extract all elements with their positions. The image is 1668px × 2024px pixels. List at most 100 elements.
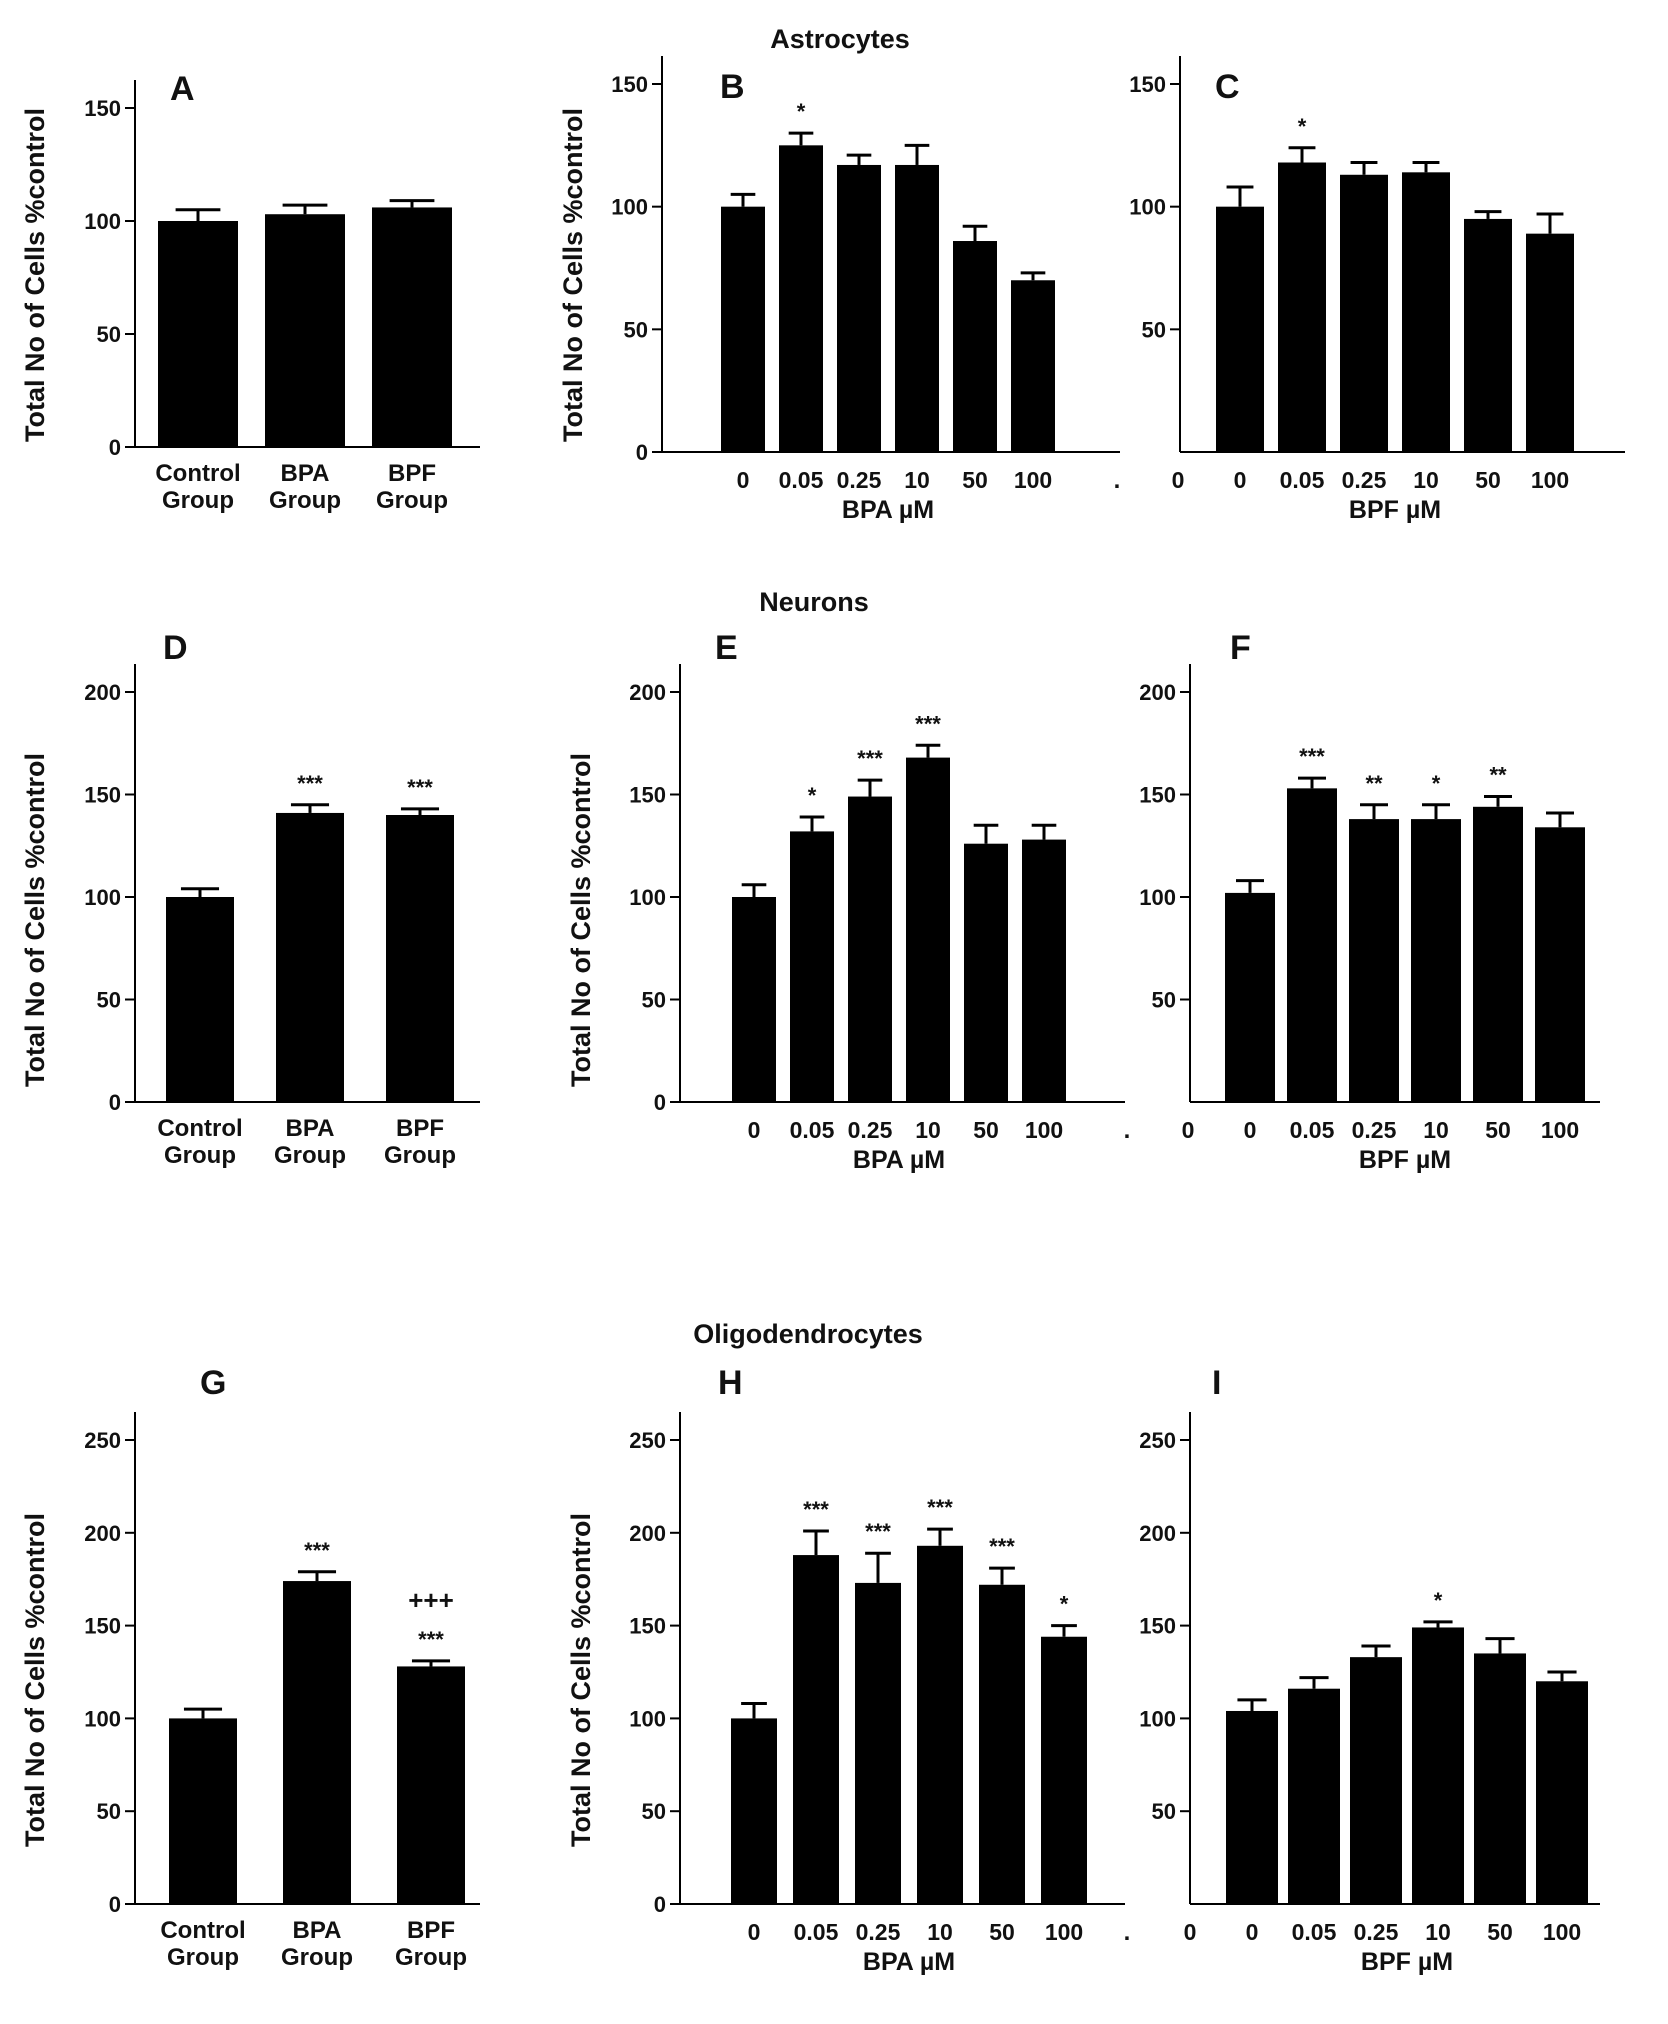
bar — [953, 241, 997, 452]
x-axis-label: BPA µM — [842, 496, 934, 524]
y-tick-label: 50 — [97, 988, 121, 1013]
significance-label: *** — [989, 1534, 1015, 1559]
x-tick-label: Group — [167, 1944, 239, 1971]
x-tick-label: 50 — [973, 1117, 999, 1143]
y-axis-label: Total No of Cells %control — [20, 753, 50, 1087]
y-tick-label: 0 — [654, 1090, 666, 1115]
bar — [895, 164, 939, 452]
x-separator: . — [1124, 1919, 1131, 1946]
x-tick-label: Group — [384, 1142, 456, 1169]
y-tick-label: 100 — [1129, 195, 1166, 220]
y-tick-label: 50 — [1142, 317, 1166, 342]
x-tick-label: 50 — [1487, 1919, 1513, 1945]
significance-label: * — [1298, 114, 1307, 139]
x-tick-label: 10 — [1425, 1919, 1451, 1945]
x-origin-label: 0 — [1182, 1117, 1195, 1143]
significance-label: * — [1060, 1592, 1069, 1617]
y-tick-label: 100 — [1139, 1706, 1176, 1731]
y-tick-label: 150 — [611, 72, 648, 97]
significance-label: ** — [1489, 763, 1507, 788]
y-tick-label: 100 — [629, 885, 666, 910]
x-tick-label: 0.25 — [837, 467, 882, 493]
panel-label: D — [163, 629, 188, 667]
chart-panel-d: D 0 50 100 150 200 Total No of Cells %control C… — [20, 629, 480, 1169]
bar — [855, 1582, 901, 1904]
bar — [721, 206, 765, 452]
significance-label: * — [808, 783, 817, 808]
x-tick-label: Control — [155, 460, 240, 487]
bar — [964, 843, 1008, 1102]
bar — [848, 796, 892, 1102]
x-tick-label: 100 — [1543, 1919, 1581, 1945]
x-origin-label: 0 — [1184, 1919, 1197, 1945]
x-tick-label: Group — [395, 1944, 467, 1971]
chart-panel-f: F 50 100 150 200. 0 0 *** 0.05 ** 0.25 * 10 ** 50 100 BP… — [1124, 629, 1600, 1174]
x-tick-label: 0.25 — [1342, 467, 1387, 493]
y-tick-label: 50 — [1152, 988, 1176, 1013]
y-tick-label: 150 — [629, 1614, 666, 1639]
y-axis-label: Total No of Cells %control — [20, 1513, 50, 1847]
bar — [386, 815, 454, 1102]
x-tick-label: Group — [281, 1944, 353, 1971]
significance-label: *** — [418, 1627, 444, 1652]
bar — [1474, 1653, 1526, 1904]
bar — [917, 1545, 963, 1904]
bar — [837, 164, 881, 452]
x-tick-label: BPF — [396, 1115, 444, 1142]
y-tick-label: 100 — [84, 209, 121, 234]
y-tick-label: 50 — [642, 988, 666, 1013]
bar — [731, 1718, 777, 1904]
significance-label: *** — [857, 746, 883, 771]
panel-label: A — [170, 70, 195, 108]
x-tick-label: Group — [376, 487, 448, 514]
y-tick-label: 250 — [629, 1428, 666, 1453]
x-tick-label: 50 — [962, 467, 988, 493]
y-tick-label: 0 — [109, 1892, 121, 1917]
bar — [1411, 819, 1461, 1102]
y-tick-label: 150 — [629, 783, 666, 808]
x-tick-label: 0.05 — [1292, 1919, 1337, 1945]
bar — [1287, 788, 1337, 1102]
chart-panel-a: A 0 50 100 150 Total No of Cells %control Cont… — [20, 70, 480, 514]
bar — [1473, 806, 1523, 1102]
x-axis-label: BPF µM — [1349, 496, 1441, 524]
x-tick-label: 10 — [904, 467, 930, 493]
x-origin-label: 0 — [1172, 467, 1185, 493]
bar — [1535, 827, 1585, 1102]
bar — [1278, 162, 1326, 453]
x-tick-label: Group — [269, 487, 341, 514]
y-tick-label: 150 — [84, 96, 121, 121]
y-tick-label: 50 — [642, 1799, 666, 1824]
y-axis-label: Total No of Cells %control — [20, 108, 50, 442]
chart-panel-c: C 50 100 150. 0 0 * 0.05 0.25 10 50 100 BPF µM — [1114, 56, 1625, 524]
bar — [1226, 1710, 1278, 1904]
x-tick-label: 0.05 — [779, 467, 824, 493]
y-tick-label: 100 — [84, 1706, 121, 1731]
x-tick-label: Control — [160, 1917, 245, 1944]
y-tick-label: 0 — [636, 440, 648, 465]
x-axis-label: BPA µM — [863, 1948, 955, 1976]
panel-label: B — [720, 68, 745, 106]
y-tick-label: 200 — [629, 1521, 666, 1546]
y-tick-label: 200 — [84, 680, 121, 705]
x-tick-label: 100 — [1045, 1919, 1083, 1945]
bar — [1536, 1681, 1588, 1904]
significance-label: +++ — [408, 1585, 454, 1615]
x-tick-label: 10 — [915, 1117, 941, 1143]
x-tick-label: Group — [164, 1142, 236, 1169]
x-tick-label: BPA — [293, 1917, 342, 1944]
y-tick-label: 150 — [84, 1614, 121, 1639]
bar — [979, 1584, 1025, 1904]
x-tick-label: 0 — [748, 1919, 761, 1945]
x-tick-label: 0 — [1244, 1117, 1257, 1143]
significance-label: ** — [1365, 771, 1383, 796]
x-tick-label: Group — [162, 487, 234, 514]
y-axis-label: Total No of Cells %control — [558, 108, 588, 442]
chart-panel-b: B 0 50 100 150 Total No of Cells %control 0 * 0.… — [558, 56, 1120, 524]
panel-label: I — [1212, 1364, 1221, 1402]
y-tick-label: 250 — [1139, 1428, 1176, 1453]
bar — [1022, 839, 1066, 1102]
y-tick-label: 100 — [84, 885, 121, 910]
